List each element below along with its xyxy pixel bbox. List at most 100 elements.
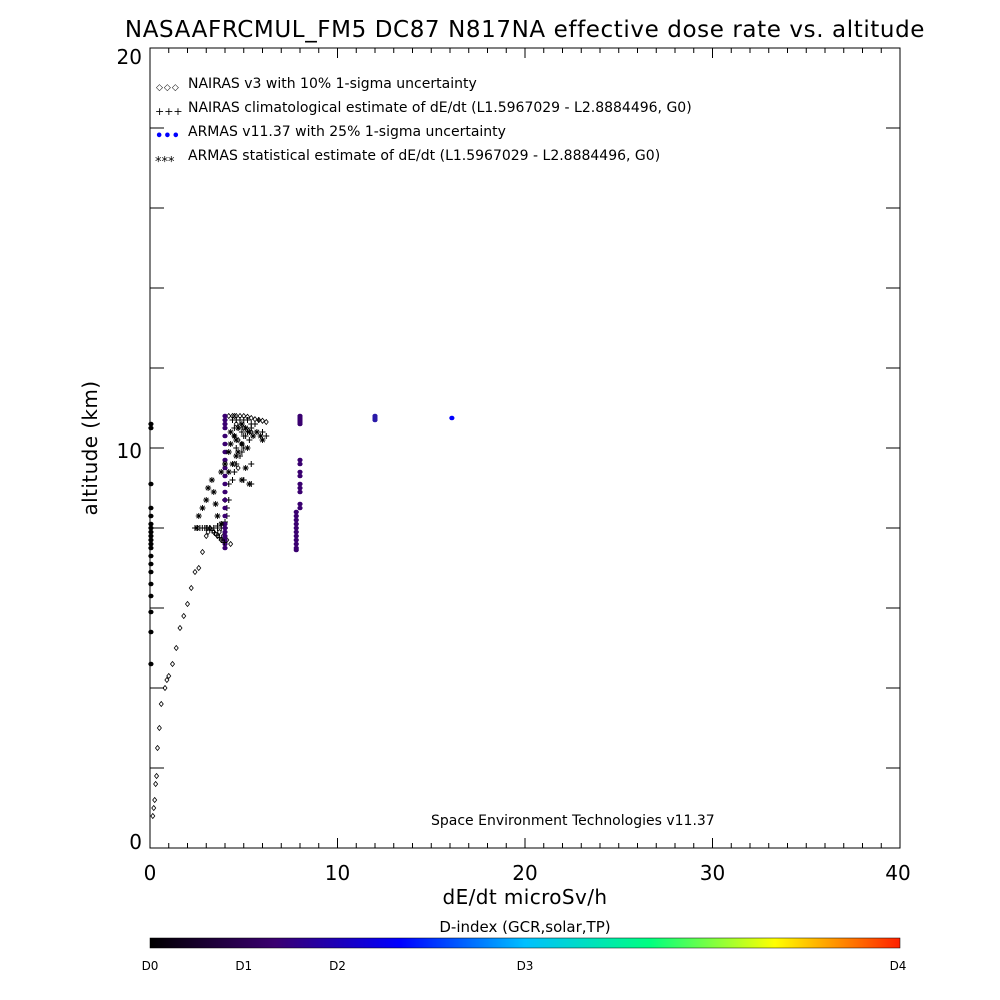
data-point	[238, 421, 245, 427]
data-point	[248, 461, 255, 467]
data-point	[199, 505, 206, 511]
data-point	[222, 457, 228, 463]
colorbar-label: D3	[517, 959, 534, 973]
y-tick-labels: 0 10 20	[117, 45, 142, 854]
data-point	[297, 473, 303, 479]
data-point	[148, 545, 154, 551]
y-tick-label: 20	[117, 45, 142, 69]
data-point	[253, 429, 260, 435]
data-point	[148, 593, 154, 599]
data-point	[148, 481, 154, 487]
data-point	[231, 412, 237, 420]
data-point	[222, 441, 228, 447]
data-point	[225, 469, 232, 475]
data-point	[293, 513, 299, 519]
series-diamond	[150, 412, 269, 820]
data-point	[293, 541, 299, 547]
data-point	[222, 521, 228, 527]
data-point	[222, 537, 228, 543]
data-point	[181, 612, 187, 620]
legend-label-nairas-clim: NAIRAS climatological estimate of dE/dt …	[188, 100, 692, 116]
data-point	[166, 672, 172, 680]
data-point	[246, 437, 253, 443]
data-point	[257, 433, 264, 439]
data-point	[148, 661, 154, 667]
data-point	[212, 501, 219, 507]
y-axis-label: altitude (km)	[78, 381, 102, 516]
data-point	[203, 532, 209, 540]
data-point	[235, 464, 241, 472]
colorbar-labels: D0 D1 D2 D3 D4	[142, 959, 907, 973]
data-point	[148, 521, 154, 527]
data-point	[297, 421, 303, 427]
colorbar-label: D2	[329, 959, 346, 973]
data-point	[222, 473, 228, 479]
data-point	[216, 528, 222, 536]
data-point	[250, 433, 257, 439]
data-point	[218, 521, 225, 527]
data-point	[297, 457, 303, 463]
x-tick-label: 20	[512, 861, 537, 885]
data-point	[158, 700, 164, 708]
data-point	[164, 676, 170, 684]
data-point	[177, 624, 183, 632]
data-point	[293, 509, 299, 515]
data-point	[242, 425, 249, 431]
data-point	[148, 533, 154, 539]
data-point	[156, 724, 162, 732]
data-point	[293, 529, 299, 535]
data-point	[154, 772, 160, 780]
data-point	[297, 469, 303, 475]
axis-ticks	[149, 47, 901, 849]
legend-label-armas-stat: ARMAS statistical estimate of dE/dt (L1.…	[188, 148, 660, 164]
data-point	[148, 569, 154, 575]
data-point	[222, 461, 228, 467]
x-tick-label: 10	[325, 861, 350, 885]
data-point	[153, 780, 159, 788]
data-point	[148, 421, 154, 427]
data-point	[222, 505, 228, 511]
data-point	[238, 441, 245, 447]
data-point	[222, 513, 228, 519]
data-point	[259, 437, 266, 443]
data-point	[248, 414, 254, 422]
colorbar	[149, 937, 901, 949]
chart-title: NASAAFRCMUL_FM5 DC87 N817NA effective do…	[125, 17, 925, 43]
plot-frame	[149, 47, 901, 849]
data-point	[225, 449, 232, 455]
legend-marker-nairas-clim: +++	[155, 105, 183, 118]
legend-marker-armas: •••	[155, 129, 180, 144]
data-point	[222, 433, 228, 439]
data-point	[222, 465, 228, 471]
data-point	[169, 660, 176, 668]
data-point	[242, 465, 249, 471]
data-point	[235, 425, 242, 431]
data-point	[148, 541, 154, 547]
data-point	[255, 417, 262, 423]
colorbar-title: D-index (GCR,solar,TP)	[439, 918, 610, 936]
data-point	[242, 433, 249, 439]
data-point	[208, 477, 215, 483]
data-point	[222, 449, 228, 455]
data-point	[184, 600, 191, 608]
legend: ◇◇◇ NAIRAS v3 with 10% 1-sigma uncertain…	[155, 76, 692, 170]
data-point	[154, 744, 161, 752]
data-point	[148, 425, 154, 431]
x-axis-label: dE/dt microSv/h	[443, 885, 608, 909]
data-point	[222, 525, 228, 531]
data-point	[293, 525, 299, 531]
data-point	[244, 417, 251, 423]
data-point	[229, 477, 236, 483]
data-point	[231, 469, 238, 475]
data-point	[246, 481, 253, 487]
data-point	[222, 533, 228, 539]
data-point	[162, 684, 168, 692]
x-tick-labels: 0 10 20 30 40	[144, 861, 911, 885]
data-point	[222, 413, 228, 419]
data-point	[196, 564, 202, 572]
data-point	[293, 517, 299, 523]
data-point	[238, 429, 245, 435]
data-point	[221, 539, 228, 546]
colorbar-label: D4	[890, 959, 907, 973]
y-tick-label: 0	[129, 830, 142, 854]
